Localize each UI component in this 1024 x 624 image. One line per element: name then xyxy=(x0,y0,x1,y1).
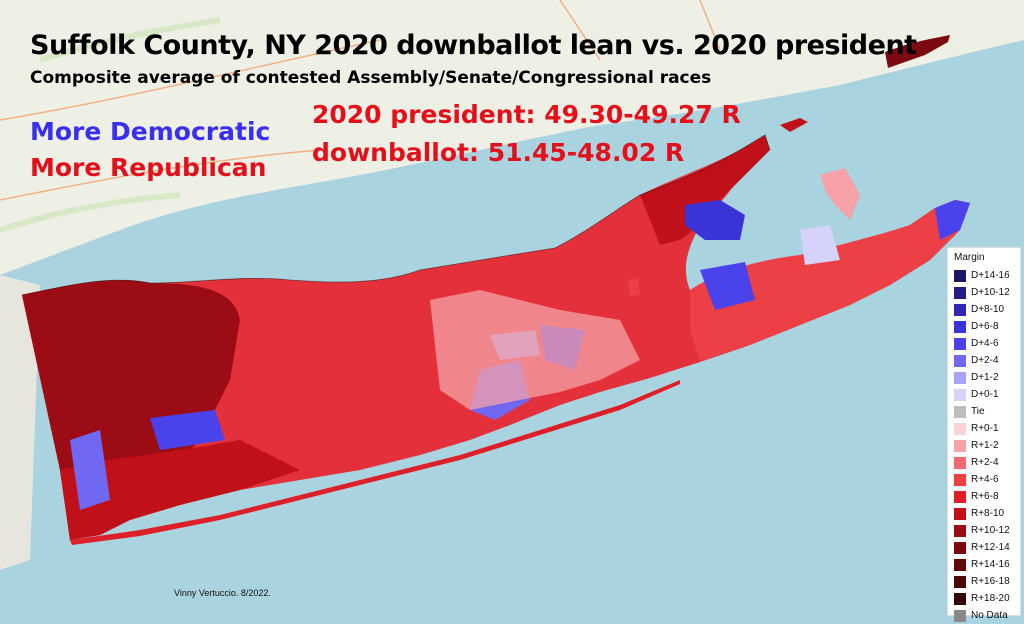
legend-rows: D+14-16 D+10-12 D+8-10 D+6-8 D+4-6 D+2-4 D+1-2… xyxy=(954,267,1020,624)
dem-pocket-west xyxy=(70,430,110,510)
legend-label: Tie xyxy=(971,406,985,417)
basemap-roads-green xyxy=(0,17,221,233)
legend-label: R+18-20 xyxy=(971,593,1010,604)
dem-pocket-brentwood xyxy=(150,410,225,450)
legend-swatch xyxy=(954,269,966,282)
key-more-democratic: More Democratic xyxy=(30,117,271,146)
legend-item: R+4-6 xyxy=(954,471,1020,488)
president-result: 2020 president: 49.30-49.27 R xyxy=(312,100,741,129)
legend-item: D+8-10 xyxy=(954,301,1020,318)
legend-label: R+6-8 xyxy=(971,491,999,502)
legend-swatch xyxy=(954,286,966,299)
legend-label: R+16-18 xyxy=(971,576,1010,587)
legend-swatch xyxy=(954,439,966,452)
legend-label: D+0-1 xyxy=(971,389,999,400)
legend-item: R+6-8 xyxy=(954,488,1020,505)
legend-swatch xyxy=(954,524,966,537)
legend-item: R+18-20 xyxy=(954,590,1020,607)
county-outline xyxy=(21,134,771,296)
legend-swatch xyxy=(954,456,966,469)
south-fork-light xyxy=(800,225,840,265)
legend-label: D+2-4 xyxy=(971,355,999,366)
legend-label: R+0-1 xyxy=(971,423,999,434)
mainland-basemap xyxy=(0,0,1024,275)
legend-swatch xyxy=(954,303,966,316)
basemap-roads xyxy=(0,0,721,201)
legend-label: D+6-8 xyxy=(971,321,999,332)
map-subtitle: Composite average of contested Assembly/… xyxy=(30,68,712,88)
montauk-dem xyxy=(935,200,970,240)
legend-label: No Data xyxy=(971,610,1008,621)
legend-label: R+10-12 xyxy=(971,525,1010,536)
legend-label: D+10-12 xyxy=(971,287,1010,298)
legend-item: R+10-12 xyxy=(954,522,1020,539)
south-fork-dem xyxy=(700,262,755,310)
legend-item: R+8-10 xyxy=(954,505,1020,522)
legend-item: R+1-2 xyxy=(954,437,1020,454)
legend-label: R+14-16 xyxy=(971,559,1010,570)
legend-label: R+2-4 xyxy=(971,457,999,468)
legend-item: R+0-1 xyxy=(954,420,1020,437)
suffolk-southwest xyxy=(60,440,300,540)
legend-item: R+12-14 xyxy=(954,539,1020,556)
plum-island xyxy=(780,118,808,132)
legend-swatch xyxy=(954,320,966,333)
legend-swatch xyxy=(954,422,966,435)
gardiners-island xyxy=(820,168,860,220)
legend-item: D+6-8 xyxy=(954,318,1020,335)
legend-item: R+14-16 xyxy=(954,556,1020,573)
north-fork xyxy=(640,135,770,245)
legend-item: D+10-12 xyxy=(954,284,1020,301)
legend-item: D+0-1 xyxy=(954,386,1020,403)
downballot-result: downballot: 51.45-48.02 R xyxy=(312,138,685,167)
legend-label: D+8-10 xyxy=(971,304,1005,315)
legend-item: D+1-2 xyxy=(954,369,1020,386)
legend-item: Tie xyxy=(954,403,1020,420)
legend-item: D+4-6 xyxy=(954,335,1020,352)
south-fork xyxy=(690,200,970,362)
legend-label: D+14-16 xyxy=(971,270,1010,281)
legend-item: No Data xyxy=(954,607,1020,624)
legend-swatch xyxy=(954,541,966,554)
legend-swatch xyxy=(954,507,966,520)
author-credit: Vinny Vertuccio. 8/2022. xyxy=(174,588,271,598)
legend-label: R+8-10 xyxy=(971,508,1005,519)
legend-swatch xyxy=(954,558,966,571)
legend-label: D+4-6 xyxy=(971,338,999,349)
legend-item: D+14-16 xyxy=(954,267,1020,284)
legend-swatch xyxy=(954,473,966,486)
legend-swatch xyxy=(954,388,966,401)
legend-title: Margin xyxy=(954,252,985,263)
legend-swatch xyxy=(954,405,966,418)
map-title: Suffolk County, NY 2020 downballot lean … xyxy=(30,30,917,61)
legend-item: R+16-18 xyxy=(954,573,1020,590)
key-more-republican: More Republican xyxy=(30,153,267,182)
legend-label: R+12-14 xyxy=(971,542,1010,553)
fishers-island xyxy=(885,35,950,68)
shelter-island xyxy=(685,200,745,240)
legend-swatch xyxy=(954,354,966,367)
robins-island xyxy=(628,278,640,296)
legend-label: R+1-2 xyxy=(971,440,999,451)
legend-item: R+2-4 xyxy=(954,454,1020,471)
legend-item: D+2-4 xyxy=(954,352,1020,369)
legend-swatch xyxy=(954,609,966,622)
margin-legend: Margin D+14-16 D+10-12 D+8-10 D+6-8 D+4-6 D+2… xyxy=(947,247,1021,622)
legend-swatch xyxy=(954,371,966,384)
legend-label: R+4-6 xyxy=(971,474,999,485)
nassau-basemap xyxy=(0,275,40,570)
legend-swatch xyxy=(954,592,966,605)
legend-swatch xyxy=(954,490,966,503)
legend-swatch xyxy=(954,337,966,350)
legend-label: D+1-2 xyxy=(971,372,999,383)
rep-light-central xyxy=(430,290,640,410)
legend-swatch xyxy=(954,575,966,588)
